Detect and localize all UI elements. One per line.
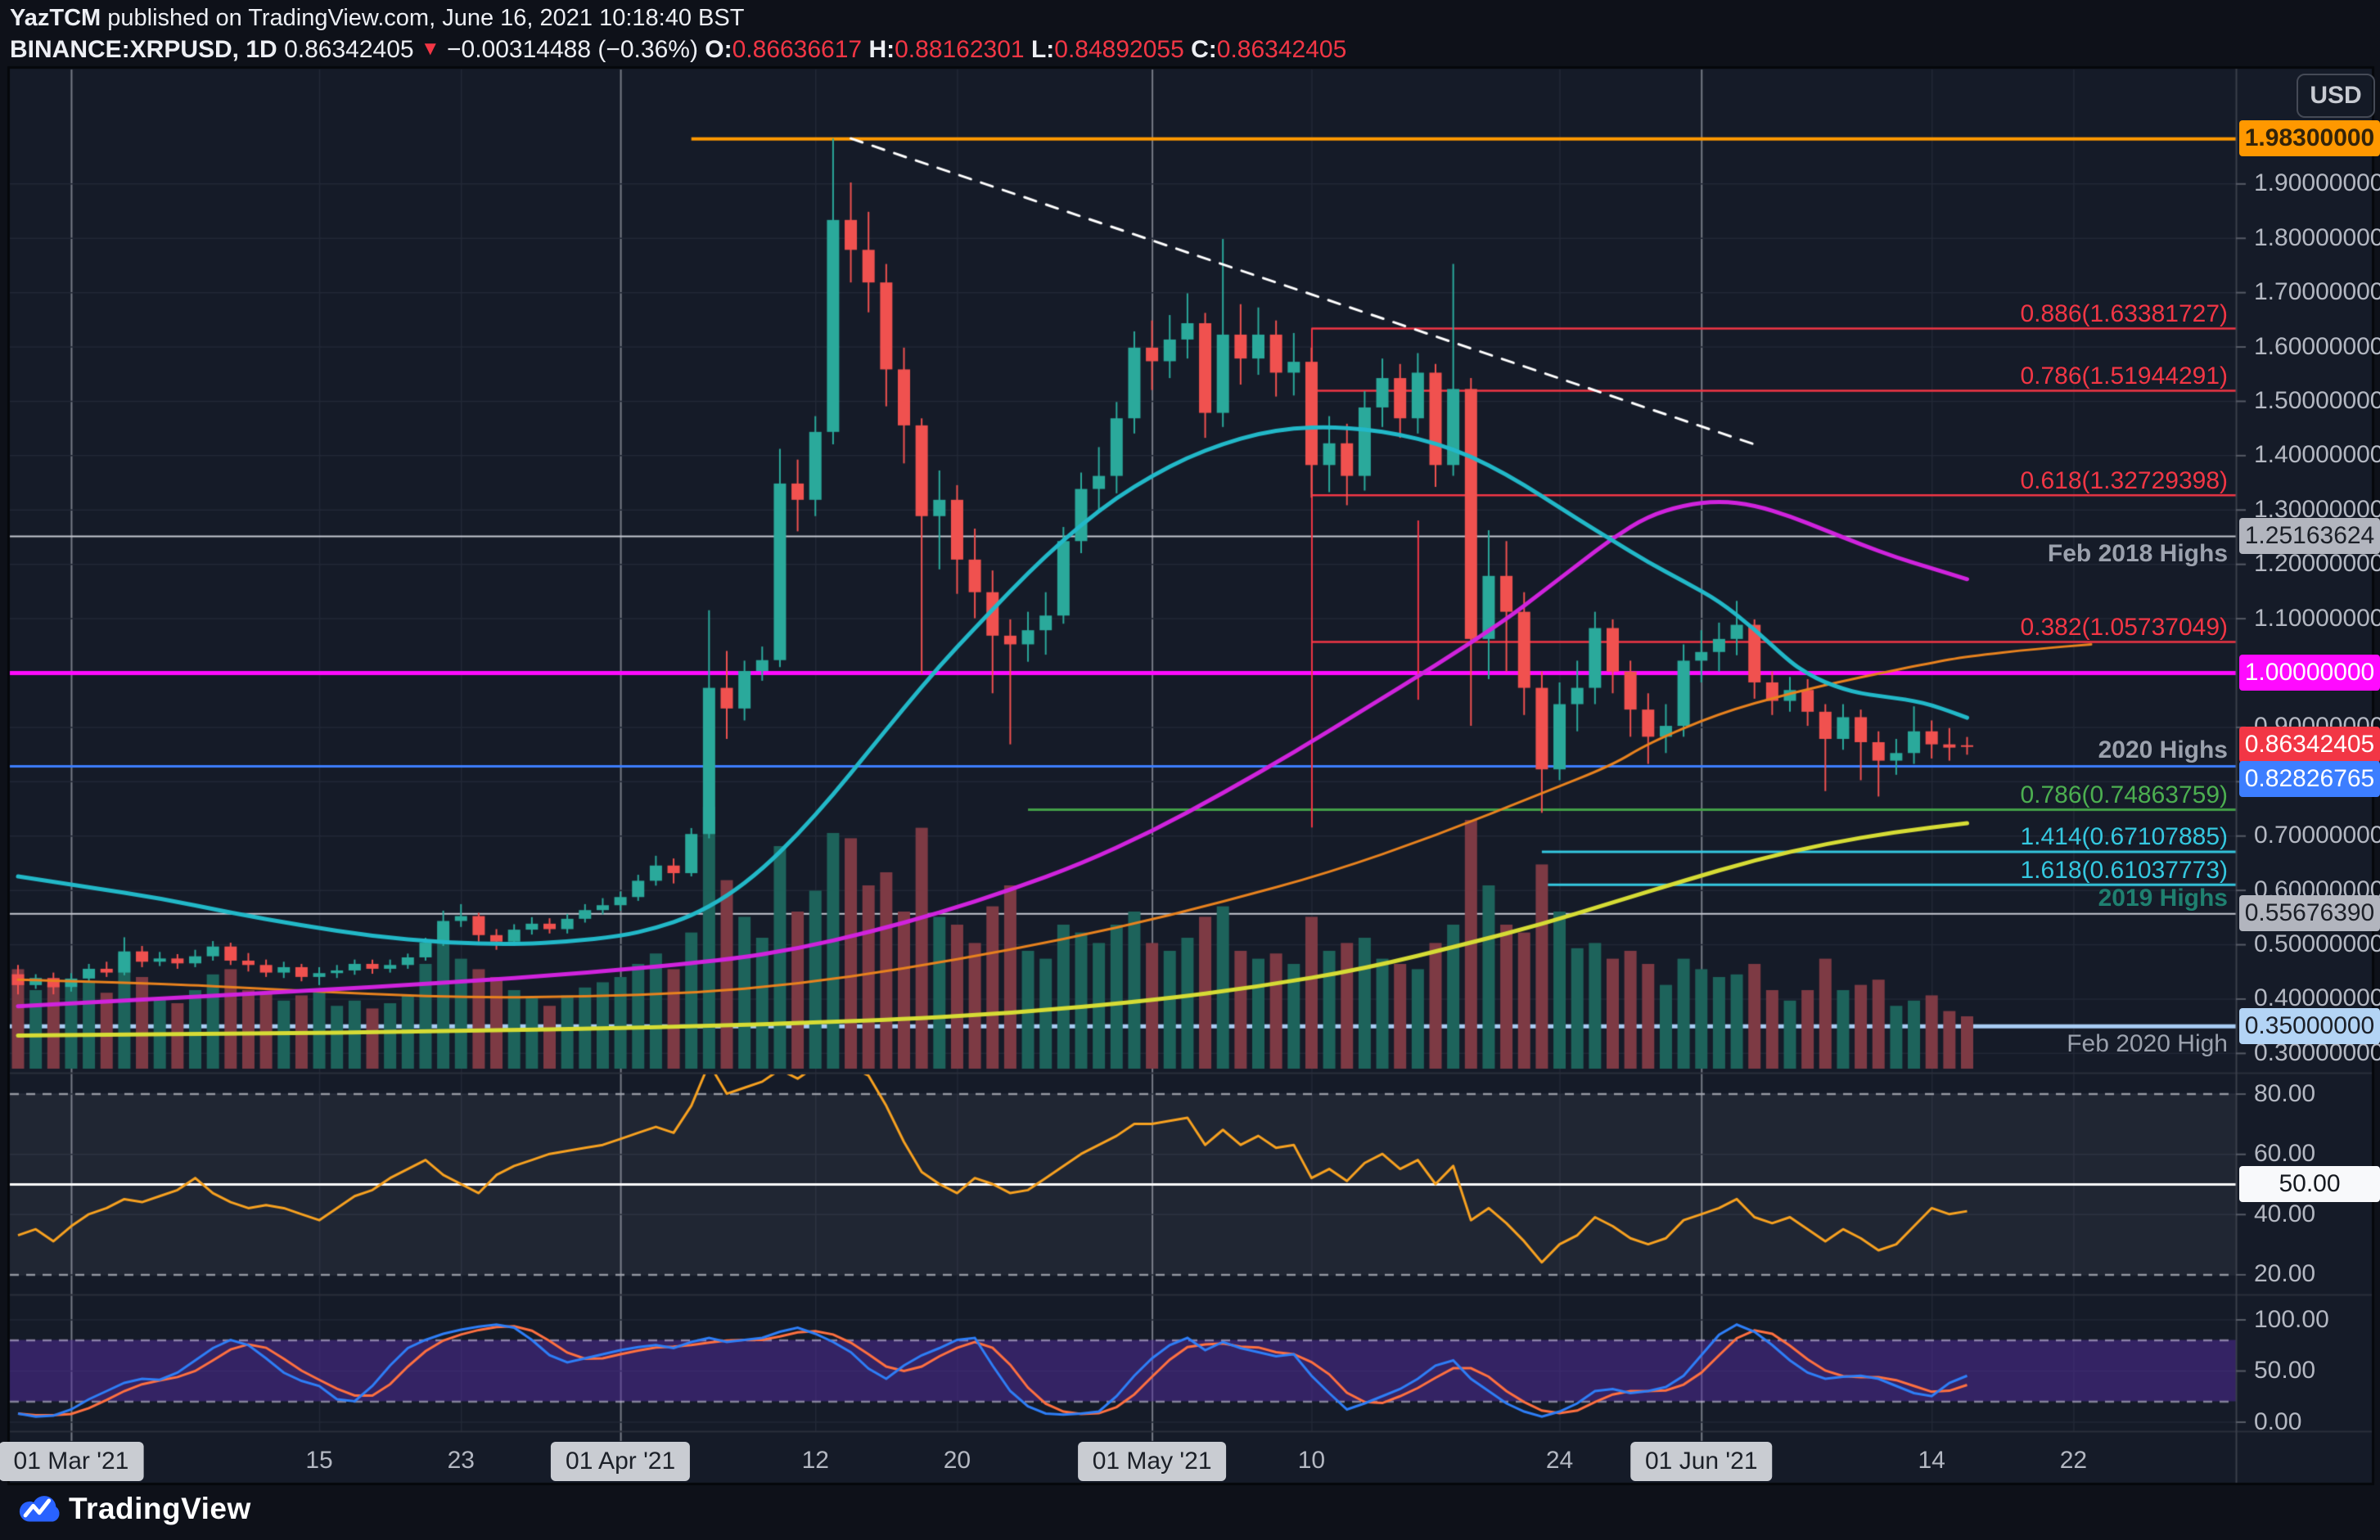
price-badge: 0.55676390 [2239,895,2380,932]
tradingview-logo-text: TradingView [69,1492,251,1525]
price-tick-label: 1.90000000 [2254,169,2380,197]
time-axis-tick-label: 22 [2059,1447,2088,1474]
publish-info: published on TradingView.com, June 16, 2… [101,5,745,31]
currency-toggle-button[interactable]: USD [2297,74,2375,118]
time-axis-tick-label: 12 [801,1447,829,1474]
label-2019-highs: 2019 Highs [2098,885,2228,912]
price-badge: 0.35000000 [2239,1007,2380,1044]
author-name: YazTCM [10,5,101,31]
price-tick-label: 1.70000000 [2254,278,2380,306]
rsi-50-badge: 50.00 [2239,1166,2380,1202]
price-tick-label: 1.20000000 [2254,550,2380,578]
tradingview-logo[interactable]: TradingView [16,1489,251,1529]
price-tick-label: 0.70000000 [2254,822,2380,849]
close-value: 0.86342405 [1216,36,1347,63]
fib-label-green-0786[interactable]: 0.786(0.74863759) [2020,781,2228,808]
fib-label-0886[interactable]: 0.886(1.63381727) [2020,300,2228,327]
price-tick-label: 0.40000000 [2254,984,2380,1012]
open-value: 0.86636617 [732,36,863,63]
time-axis-month-badge: 01 Mar '21 [0,1442,144,1481]
time-axis-month-badge: 01 May '21 [1077,1442,1227,1481]
fib-label-1618[interactable]: 1.618(0.61037773) [2020,857,2228,884]
time-axis-tick-label: 10 [1297,1447,1326,1474]
time-axis-month-badge: 01 Jun '21 [1629,1442,1773,1481]
high-value: 0.88162301 [895,36,1025,63]
down-triangle-icon: ▼ [420,38,440,60]
time-axis-tick-label: 20 [943,1447,971,1474]
open-label: O: [705,36,732,63]
fib-label-0618[interactable]: 0.618(1.32729398) [2020,467,2228,494]
low-label: L: [1030,36,1055,63]
time-axis-tick-label: 15 [305,1447,333,1474]
low-value: 0.84892055 [1054,36,1184,63]
close-label: C: [1191,36,1217,63]
time-axis-tick-label: 14 [1918,1447,1945,1474]
fib-label-0786[interactable]: 0.786(1.51944291) [2020,362,2228,390]
price-badge: 0.82826765 [2239,761,2380,798]
high-label: H: [868,36,895,63]
price-badge: 0.86342405 [2239,726,2380,763]
label-feb-2020-high: Feb 2020 High [2067,1030,2228,1057]
price-tick-label: 1.40000000 [2254,441,2380,469]
price-change: −0.00314488 (−0.36%) [447,36,698,63]
fib-label-1414[interactable]: 1.414(0.67107885) [2020,823,2228,850]
price-badge: 1.00000000 [2239,655,2380,691]
time-axis-tick-label: 23 [447,1447,475,1474]
price-badge: 1.25163624 [2239,517,2380,554]
price-tick-label: 1.80000000 [2254,223,2380,251]
price-tick-label: 0.50000000 [2254,930,2380,958]
label-feb-2018-highs: Feb 2018 Highs [2047,540,2228,567]
publish-line: YazTCM published on TradingView.com, Jun… [10,5,744,32]
symbol-line: BINANCE:XRPUSD, 1D 0.86342405 ▼ −0.00314… [10,36,1346,64]
rsi-tick-label: 80.00 [2254,1079,2316,1107]
time-axis-month-badge: 01 Apr '21 [551,1442,691,1481]
price-tick-label: 1.10000000 [2254,604,2380,632]
label-2020-highs: 2020 Highs [2098,736,2228,763]
fib-label-0382[interactable]: 0.382(1.05737049) [2020,614,2228,641]
price-badge: 1.98300000 [2239,120,2380,157]
price-tick-label: 1.50000000 [2254,386,2380,414]
symbol-name[interactable]: BINANCE:XRPUSD, 1D [10,36,277,63]
stoch-tick-label: 50.00 [2254,1357,2316,1384]
time-axis-tick-label: 24 [1545,1447,1574,1474]
price-tick-label: 1.60000000 [2254,332,2380,360]
rsi-tick-label: 20.00 [2254,1260,2316,1288]
last-price: 0.86342405 [284,36,414,63]
rsi-tick-label: 60.00 [2254,1140,2316,1168]
rsi-tick-label: 40.00 [2254,1200,2316,1227]
stoch-tick-label: 0.00 [2254,1407,2302,1435]
tradingview-cloud-icon [19,1496,60,1522]
stoch-tick-label: 100.00 [2254,1305,2329,1333]
